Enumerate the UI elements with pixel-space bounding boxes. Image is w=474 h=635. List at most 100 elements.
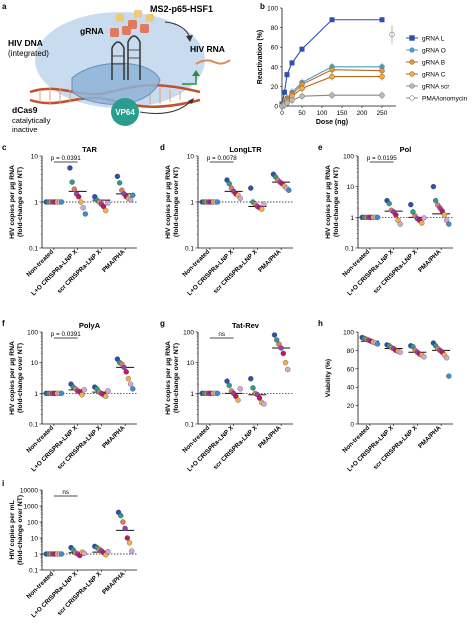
y-tick-label: 20 (271, 84, 279, 91)
y-tick-label: 0.1 (29, 246, 38, 253)
data-point (443, 355, 450, 361)
category-label: scr CRISPRa-LNP X (56, 570, 103, 617)
activation-arrow-top-head (186, 35, 193, 42)
series-point (329, 92, 335, 98)
panel-c: c TAR 0.1 1 10 HIV copies per µg RNA (fold-cha… (2, 143, 137, 297)
series-point (379, 17, 385, 23)
panel-i: i 0.1 1 10 100 1000 10000 HIV copies per mL (fol… (2, 479, 137, 619)
category-label: PMA/PHA (417, 248, 443, 274)
category-label: scr CRISPRa-LNP X (56, 424, 103, 471)
label-integrated: (integrated) (8, 49, 49, 58)
series-point (299, 85, 305, 92)
panel-title: LongLTR (229, 145, 262, 154)
data-point (374, 214, 381, 220)
y-tick-label: 0 (350, 422, 354, 429)
panel-e-letter: e (318, 143, 323, 152)
data-point (280, 350, 286, 357)
legend-marker (409, 95, 415, 101)
data-point (130, 192, 136, 198)
data-point (285, 366, 291, 373)
panel-a: a VP64 (2, 2, 231, 134)
data-point (80, 205, 86, 211)
y-tick-label: 0.1 (345, 246, 354, 253)
y-axis-label: HIV copies per µg RNA (325, 165, 332, 239)
panel-e: e Pol 0.1 1 10 100 HIV copies per µg RNA (fold-… (318, 143, 453, 297)
data-point (126, 540, 133, 546)
category-label: PMA/PHA (417, 424, 443, 450)
data-point (125, 376, 132, 382)
panel-f-letter: f (2, 319, 5, 328)
y-tick-label: 10 (187, 360, 195, 367)
category-label: PMA/PHA (101, 570, 127, 596)
data-point (69, 179, 75, 185)
legend-marker (409, 59, 415, 65)
x-tick-label: 0 (280, 110, 284, 117)
data-point (58, 199, 65, 205)
y-tick-label: 60 (347, 366, 355, 373)
y-tick-label: 100 (343, 154, 354, 161)
data-point (397, 221, 403, 227)
y-tick-label: 1 (350, 215, 354, 222)
y-tick-label: 100 (27, 330, 38, 337)
significance-label: p = 0.0078 (207, 155, 237, 162)
y-tick-label: 100 (343, 330, 354, 337)
data-point (226, 181, 232, 187)
tss-arrow-head (192, 70, 200, 76)
data-point (124, 535, 130, 541)
data-point (446, 221, 452, 227)
data-point (129, 548, 135, 554)
data-point (410, 209, 416, 215)
y-tick-label: 80 (347, 348, 355, 355)
data-point (278, 345, 284, 351)
y-axis-label: Viability (%) (325, 359, 332, 397)
category-label: L+O CRISPRa-LNP X (186, 248, 235, 297)
category-label: scr CRISPRa-LNP X (56, 248, 103, 295)
data-point (237, 386, 243, 392)
significance-label: p = 0.0195 (367, 155, 397, 162)
data-point (271, 332, 278, 338)
y-axis-label: HIV copies per µg RNA (9, 341, 16, 415)
tss-arrow (182, 74, 197, 85)
category-label: PMA/PHA (101, 424, 127, 450)
panel-c-letter: c (2, 143, 7, 152)
series-point (379, 67, 385, 74)
series-point (289, 60, 295, 66)
data-point (100, 203, 107, 210)
label-hiv-dna: HIV DNA (8, 38, 43, 48)
y-tick-label: 1 (34, 391, 38, 398)
y-axis-label: (fold-change over NT) (173, 343, 180, 413)
series-point (379, 73, 385, 80)
panel-title: Pol (400, 145, 412, 154)
panel-title: Tat-Rev (232, 321, 260, 330)
y-axis-label: (fold-change over NT) (333, 167, 340, 237)
activation-arrow-bottom-head (188, 98, 194, 104)
data-point (105, 200, 111, 206)
y-tick-label: 0 (274, 104, 278, 111)
series-point (329, 17, 335, 23)
y-axis-label: (fold-change over NT) (17, 167, 24, 237)
category-label: L+O CRISPRa-LNP X (346, 424, 395, 473)
legend-label: gRNA C (422, 72, 446, 79)
data-point (374, 341, 381, 347)
y-axis-label: HIV copies per µg RNA (165, 165, 172, 239)
label-catalytically: catalytically (12, 116, 51, 125)
y-tick-label: 0.1 (29, 568, 38, 575)
legend-marker (409, 35, 415, 41)
legend-label: gRNA scr (422, 84, 450, 91)
data-point (274, 337, 280, 343)
data-point (81, 550, 87, 556)
data-point (58, 551, 65, 557)
data-point (214, 199, 221, 205)
hiv-rna-wave (195, 59, 231, 65)
series-point (379, 92, 385, 98)
legend-marker (409, 83, 415, 89)
data-point (114, 173, 121, 180)
data-point (224, 378, 230, 384)
category-label: PMA/PHA (257, 424, 283, 450)
y-tick-label: 10 (347, 184, 355, 191)
y-axis-label: HIV copies per mL (9, 500, 16, 559)
panel-b-letter: b (260, 2, 265, 11)
data-point (78, 199, 84, 205)
